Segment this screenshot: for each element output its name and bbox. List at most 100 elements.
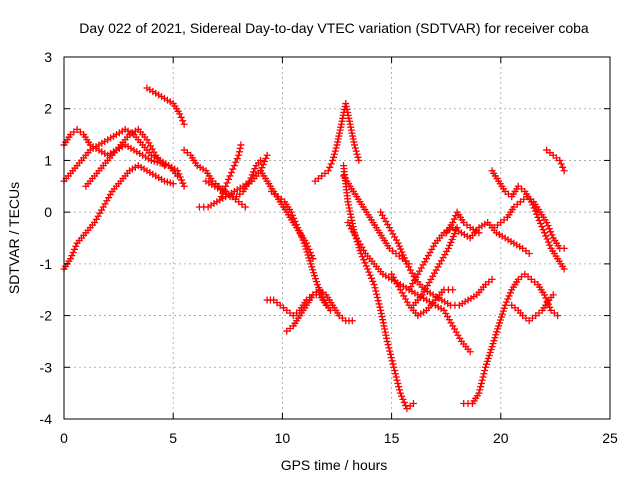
data-point: [259, 161, 267, 169]
data-point: [437, 257, 445, 265]
data-point: [392, 236, 400, 244]
data-point: [398, 392, 406, 400]
data-point: [236, 144, 244, 152]
data-point: [299, 236, 307, 244]
data-point: [326, 163, 334, 171]
data-point: [387, 227, 395, 235]
y-axis-title: SDTVAR / TECUs: [6, 182, 22, 294]
data-point: [542, 232, 550, 240]
data-point: [379, 319, 387, 327]
data-point: [262, 154, 270, 162]
data-point: [436, 260, 444, 268]
data-point: [322, 301, 330, 309]
data-point: [444, 313, 452, 321]
data-point: [375, 300, 383, 308]
data-point: [560, 265, 568, 273]
data-point: [220, 186, 228, 194]
data-point: [331, 147, 339, 155]
data-point: [406, 266, 414, 274]
x-tick-label: 0: [60, 430, 68, 446]
data-point: [381, 328, 389, 336]
data-point: [180, 120, 188, 128]
data-point: [449, 322, 457, 330]
data-point: [345, 201, 353, 209]
data-point: [408, 269, 416, 277]
data-point: [378, 313, 386, 321]
data-point: [477, 383, 485, 391]
y-tick-label: -2: [40, 308, 53, 324]
data-point: [394, 379, 402, 387]
data-point: [351, 144, 359, 152]
data-point: [456, 334, 464, 342]
data-point: [177, 176, 185, 184]
data-point: [543, 235, 551, 243]
x-tick-label: 10: [275, 430, 291, 446]
data-point: [329, 156, 337, 164]
data-point: [377, 310, 385, 318]
data-point: [391, 233, 399, 241]
data-point: [371, 284, 379, 292]
data-point: [445, 316, 453, 324]
data-point: [174, 167, 182, 175]
data-point: [389, 360, 397, 368]
data-point: [398, 289, 406, 297]
data-point: [370, 281, 378, 289]
data-point: [361, 259, 369, 267]
data-point: [450, 215, 458, 223]
data-point: [344, 198, 352, 206]
data-point: [417, 264, 425, 272]
data-point: [369, 277, 377, 285]
data-point: [96, 209, 104, 217]
data-point: [403, 298, 411, 306]
data-point: [452, 328, 460, 336]
data-point: [387, 350, 395, 358]
data-point: [379, 316, 387, 324]
data-point: [452, 212, 460, 220]
data-point: [145, 139, 153, 147]
y-tick-label: 3: [44, 49, 52, 65]
data-point: [442, 310, 450, 318]
data-point: [443, 247, 451, 255]
data-point: [475, 229, 483, 237]
data-point: [376, 303, 384, 311]
data-point: [380, 322, 388, 330]
data-point: [94, 212, 102, 220]
data-point: [324, 167, 332, 175]
data-point: [175, 170, 183, 178]
data-point: [392, 373, 400, 381]
x-tick-label: 25: [602, 430, 618, 446]
plot-frame: [63, 56, 611, 420]
data-point: [383, 337, 391, 345]
data-point: [560, 244, 568, 252]
data-point: [332, 144, 340, 152]
data-point: [559, 163, 567, 171]
data-point: [176, 110, 184, 118]
data-point: [544, 238, 552, 246]
data-point: [92, 215, 100, 223]
data-point: [439, 254, 447, 262]
data-point: [295, 227, 303, 235]
data-point: [365, 268, 373, 276]
data-point: [347, 210, 355, 218]
data-point: [531, 207, 539, 215]
data-point: [347, 213, 355, 221]
data-point: [419, 261, 427, 269]
data-point: [257, 156, 265, 164]
data-point: [99, 203, 107, 211]
data-point: [368, 274, 376, 282]
data-point: [540, 291, 548, 299]
data-point: [477, 379, 485, 387]
data-point: [544, 222, 552, 230]
data-point: [396, 386, 404, 394]
data-point: [546, 241, 554, 249]
data-point: [291, 217, 299, 225]
data-point: [416, 267, 424, 275]
data-point: [260, 157, 268, 165]
data-point: [223, 179, 231, 187]
data-point: [373, 293, 381, 301]
data-point: [506, 289, 514, 297]
data-point: [383, 334, 391, 342]
data-point: [106, 191, 114, 199]
data-point: [360, 256, 368, 264]
